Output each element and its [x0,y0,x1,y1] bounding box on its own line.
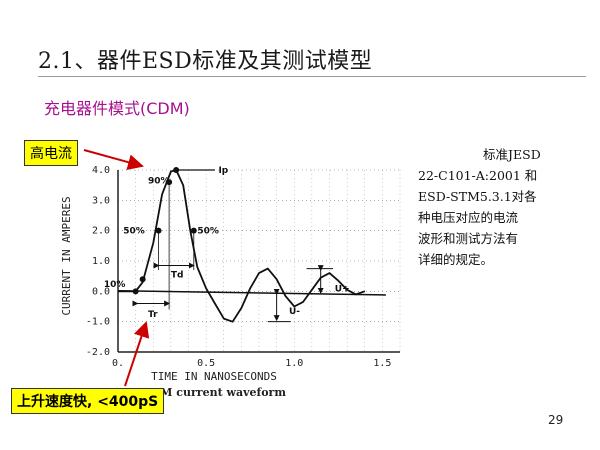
ten-percent-label: 10% [104,280,126,290]
waveform-point [139,276,146,283]
u-plus-label: U+ [335,284,350,294]
side-line-5: 波形和测试方法有 [418,231,519,246]
y-tick-label: -1.0 [86,317,110,328]
chart-annotations: Ip 90% 50% 50% 10% Td Tr U+ U- [104,166,350,323]
side-line-4: 种电压对应的电流 [418,210,519,225]
side-line-2: 22-C101-A:2001 和 [418,168,538,183]
fifty-percent-left-label: 50% [123,227,145,237]
slide-subtitle: 充电器件模式(CDM) [44,99,190,118]
ninety-percent-label: 90% [148,177,170,187]
standard-description: 标准JESD 22-C101-A:2001 和 ESD-STM5.3.1对各 种… [418,144,588,270]
waveform-point [132,288,139,295]
chart-axes [117,170,400,353]
side-line-3: ESD-STM5.3.1对各 [418,189,537,204]
callout-top-arrow [83,149,144,170]
y-axis-label: CURRENT IN AMPERES [60,196,73,315]
y-tick-label: 1.0 [92,256,110,267]
y-tick-label: 4.0 [92,165,110,176]
chart-ticks: 4.0 3.0 2.0 1.0 0.0 -1.0 -2.00. 0.5 1.0 1.5 TIME I… [60,165,391,399]
high-current-callout: 高电流 [24,140,78,166]
side-line-6: 详细的规定。 [418,252,494,267]
y-tick-label: 0.0 [92,286,110,297]
y-tick-label: 2.0 [92,226,110,237]
x-axis-label: TIME IN NANOSECONDS [151,370,277,383]
title-divider [38,76,586,77]
y-tick-label: 3.0 [92,195,110,206]
baseline-line [117,289,386,296]
u-minus-label: U- [289,307,300,317]
slide-title: 2.1、器件ESD标准及其测试模型 [38,49,373,74]
td-label: Td [171,271,184,281]
x-tick-label: 0. [112,358,124,369]
side-line-1: 标准JESD [483,147,541,162]
chart-caption: CDM current waveform [142,386,286,399]
fast-rise-callout: 上升速度快, <400pS [11,388,165,414]
x-tick-label: 1.0 [285,358,303,369]
page-number: 29 [548,413,564,427]
fifty-percent-right-label: 50% [197,227,219,237]
x-tick-label: 1.5 [373,358,391,369]
tr-label: Tr [148,310,158,320]
callout-bottom-arrow [124,321,150,387]
y-tick-label: -2.0 [86,347,110,358]
chart-grid [117,169,401,353]
x-tick-label: 0.5 [197,358,215,369]
ip-label: Ip [218,166,228,176]
